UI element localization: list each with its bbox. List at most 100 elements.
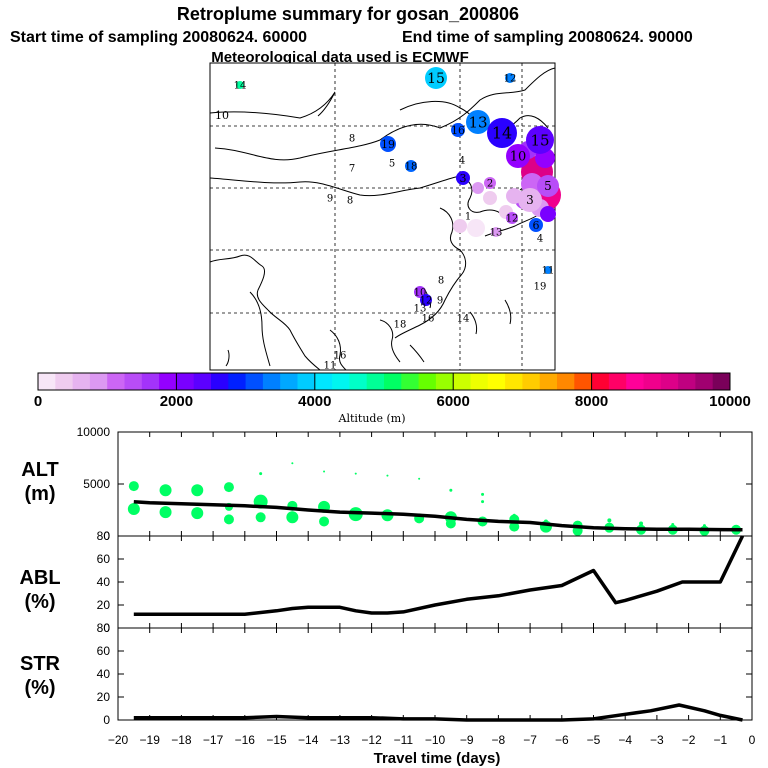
colorbar-swatch	[314, 373, 333, 390]
colorbar-swatch	[124, 373, 143, 390]
plume-marker-circle	[483, 191, 497, 205]
alt-scatter-point	[512, 513, 516, 517]
y-tick-label: 80	[97, 621, 111, 635]
x-tick-label: −18	[171, 733, 192, 747]
colorbar-swatch	[38, 373, 56, 390]
x-tick-label: −14	[298, 733, 319, 747]
figure-title: Retroplume summary for gosan_200806	[177, 4, 519, 24]
alt-scatter-point	[354, 472, 357, 475]
colorbar-swatch	[608, 373, 627, 390]
plume-marker-circle	[529, 218, 543, 232]
alt-scatter-point	[255, 512, 266, 523]
plume-marker-label: 13	[414, 304, 427, 315]
y-tick-label: 60	[97, 644, 111, 658]
plume-marker-label: 19	[534, 282, 547, 293]
colorbar-swatch	[678, 373, 696, 390]
colorbar-tick-label: 4000	[298, 393, 331, 410]
x-tick-label: −1	[713, 733, 727, 747]
colorbar-swatch	[487, 373, 506, 390]
colorbar-tick-label: 6000	[437, 393, 470, 410]
colorbar-swatch	[557, 373, 575, 390]
colorbar-swatch	[228, 373, 247, 390]
abl-panel: 0 20 40 60 80	[97, 529, 753, 635]
colorbar-swatch	[695, 373, 714, 390]
alt-scatter-point	[449, 488, 453, 492]
x-tick-label: −17	[203, 733, 224, 747]
plume-marker-label: 10	[510, 150, 527, 165]
plume-marker-circle	[491, 227, 501, 237]
plume-marker-circle	[236, 81, 244, 89]
colorbar-tick-label: 10000	[709, 393, 751, 410]
plume-marker-circle	[537, 175, 559, 197]
plume-marker-circle	[526, 126, 554, 154]
panel-frame	[117, 431, 753, 537]
str-panel-label: STR	[20, 653, 61, 675]
plume-marker-label: 16	[334, 351, 347, 362]
alt-scatter-point	[191, 484, 204, 497]
alt-scatter-point	[128, 481, 139, 492]
y-tick-label: 80	[97, 529, 111, 543]
colorbar-swatch	[349, 373, 368, 390]
plume-marker-label: 4	[537, 234, 543, 245]
plume-marker-label: 7	[349, 164, 355, 175]
colorbar-title: Altitude (m)	[338, 412, 406, 425]
colorbar-swatch	[712, 373, 731, 390]
x-tick-label: −13	[330, 733, 351, 747]
plume-marker-circle	[506, 212, 518, 224]
colorbar-swatch	[55, 373, 74, 390]
plume-marker-label: 5	[544, 179, 552, 193]
travel-time-axis: −20 −19 −18 −17 −16 −15 −14 −13 −12 −11 −10 −9 −8 −7−…	[108, 733, 756, 747]
str-series-line	[133, 703, 743, 722]
plume-marker-circle	[505, 73, 515, 83]
plume-marker-circle	[506, 144, 530, 168]
colorbar-swatch	[176, 373, 195, 390]
x-axis-title: Travel time (days)	[374, 750, 501, 767]
plume-marker-circle	[451, 123, 465, 137]
plume-marker-circle	[425, 67, 447, 89]
y-tick-label: 10000	[77, 425, 111, 439]
plume-marker-circle	[453, 219, 467, 233]
plume-marker-label: 19	[381, 138, 395, 151]
plume-marker-label: 16	[422, 314, 435, 325]
y-tick-label: 20	[97, 598, 111, 612]
alt-scatter-point	[191, 507, 204, 520]
colorbar-swatch	[418, 373, 437, 390]
alt-scatter-point	[671, 523, 675, 527]
x-tick-label: −11	[394, 733, 414, 747]
plume-marker-label: 12	[420, 296, 433, 307]
alt-scatter-point	[223, 482, 234, 493]
colorbar-swatch	[297, 373, 316, 390]
colorbar-swatch	[522, 373, 541, 390]
plume-marker-circle	[487, 118, 517, 148]
plume-marker-circle	[484, 177, 496, 189]
colorbar-swatch	[211, 373, 229, 390]
colorbar-swatch	[574, 373, 593, 390]
plume-marker-label: 6	[533, 219, 540, 232]
plume-marker-label: 5	[389, 159, 395, 170]
x-tick-label: 0	[749, 733, 756, 747]
plume-marker-circle	[518, 188, 542, 212]
y-tick-label: 20	[97, 690, 111, 704]
y-tick-label: 0	[103, 713, 110, 727]
plume-marker-label: 14	[492, 124, 512, 143]
colorbar-swatch	[643, 373, 662, 390]
colorbar-swatch	[401, 373, 420, 390]
colorbar-tick-label: 2000	[160, 393, 193, 410]
colorbar-swatch	[332, 373, 350, 390]
plume-marker-label: 8	[349, 134, 355, 145]
x-tick-label: −16	[235, 733, 256, 747]
colorbar-swatch	[89, 373, 108, 390]
x-tick-label: −6	[555, 733, 569, 747]
plume-marker-label: 4	[459, 156, 465, 167]
panel-frame	[117, 627, 753, 721]
plume-marker-label: 14	[234, 81, 247, 92]
plume-marker-circle	[420, 294, 432, 306]
abl-series-line	[133, 535, 745, 616]
plume-marker-circle	[540, 206, 556, 222]
plume-marker-label: 15	[530, 131, 549, 149]
x-tick-label: −7	[523, 733, 537, 747]
plume-marker-label: 9	[437, 296, 443, 307]
alt-scatter-point	[386, 474, 389, 477]
plume-marker-label: 9	[327, 194, 333, 205]
